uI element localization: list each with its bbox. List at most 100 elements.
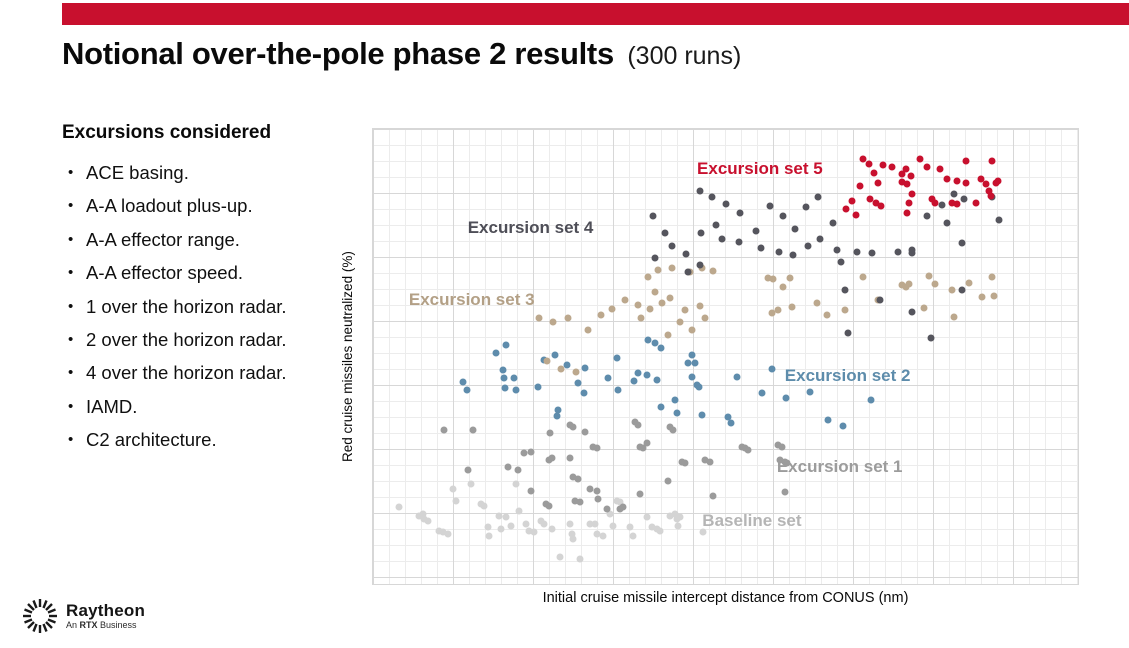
scatter-point [958,286,966,294]
scatter-point [549,318,557,326]
scatter-point [440,426,448,434]
scatter-point [977,175,985,183]
scatter-point [643,371,651,379]
top-accent-banner [62,3,1129,25]
scatter-point [775,248,783,256]
scatter-point [415,512,423,520]
scatter-point [709,492,717,500]
scatter-point [569,473,577,481]
scatter-point [586,520,594,528]
scatter-point [593,530,601,538]
scatter-point [867,396,875,404]
excursion-item: A-A effector speed. [62,256,362,290]
scatter-point [948,199,956,207]
scatter-point [868,249,876,257]
scatter-point [931,280,939,288]
scatter-point [666,294,674,302]
scatter-point [802,203,810,211]
scatter-point [634,421,642,429]
scatter-point [757,244,765,252]
raytheon-logo-text: Raytheon An RTX Business [66,602,145,630]
scatter-point [619,503,627,511]
scatter-point [681,306,689,314]
scatter-point [856,182,864,190]
scatter-point [594,495,602,503]
scatter-point [527,487,535,495]
scatter-point [776,456,784,464]
scatter-point [658,299,666,307]
scatter-point [783,459,791,467]
scatter-point [500,374,508,382]
rtx-business-line: An RTX Business [66,620,137,630]
scatter-point [907,172,915,180]
scatter-point [639,444,647,452]
scatter-point [823,311,831,319]
scatter-point [876,296,884,304]
scatter-point [789,251,797,259]
scatter-point [459,378,467,386]
scatter-point [671,510,679,518]
scatter-point [938,201,946,209]
scatter-point [621,296,629,304]
scatter-point [656,527,664,535]
scatter-point [829,219,837,227]
scatter-point [925,272,933,280]
scatter-point [903,180,911,188]
series-label-set5: Excursion set 5 [697,158,823,178]
scatter-point [816,235,824,243]
excursions-list: ACE basing.A-A loadout plus-up.A-A effec… [62,156,362,457]
scatter-point [566,520,574,528]
scatter-point [872,199,880,207]
scatter-point [931,199,939,207]
scatter-point [948,286,956,294]
scatter-point [589,443,597,451]
scatter-point [894,248,901,256]
excursion-item: 2 over the horizon radar. [62,323,362,357]
scatter-point [848,197,856,205]
scatter-point [902,165,910,173]
scatter-point [651,288,659,296]
scatter-point [888,163,896,171]
scatter-point [485,532,493,540]
y-axis-label: Red cruise missiles neutralized (%) [340,251,355,462]
scatter-point [634,301,642,309]
scatter-point [774,441,782,449]
excursions-heading: Excursions considered [62,122,272,143]
scatter-point [522,520,530,528]
scatter-point [576,555,584,563]
scatter-point [634,369,642,377]
scatter-point [699,528,707,536]
scatter-point [988,157,996,165]
scatter-point [744,446,752,454]
scatter-point [708,193,716,201]
scatter-point [722,200,730,208]
scatter-point [960,195,968,203]
scatter-point [419,510,427,518]
scatter-point [943,175,951,183]
scatter-point [554,406,562,414]
scatter-point [636,490,644,498]
scatter-point [724,413,732,421]
scatter-point [806,388,814,396]
scatter-point [651,254,659,262]
scatter-point [727,419,735,427]
scatter-point [520,449,528,457]
scatter-point [566,454,574,462]
scatter-point [629,532,637,540]
scatter-point [571,497,579,505]
scatter-point [543,357,550,365]
scatter-point [444,530,452,538]
scatter-point [504,463,512,471]
scatter-point [953,177,961,185]
scatter-point [774,306,782,314]
scatter-point [972,199,980,207]
scatter-point [666,512,674,520]
scatter-point [814,193,822,201]
scatter-point [916,155,924,163]
scatter-point [758,389,766,397]
scatter-point [994,177,1002,185]
scatter-point [449,485,457,493]
scatter-point [870,169,878,177]
scatter-point [674,522,682,530]
